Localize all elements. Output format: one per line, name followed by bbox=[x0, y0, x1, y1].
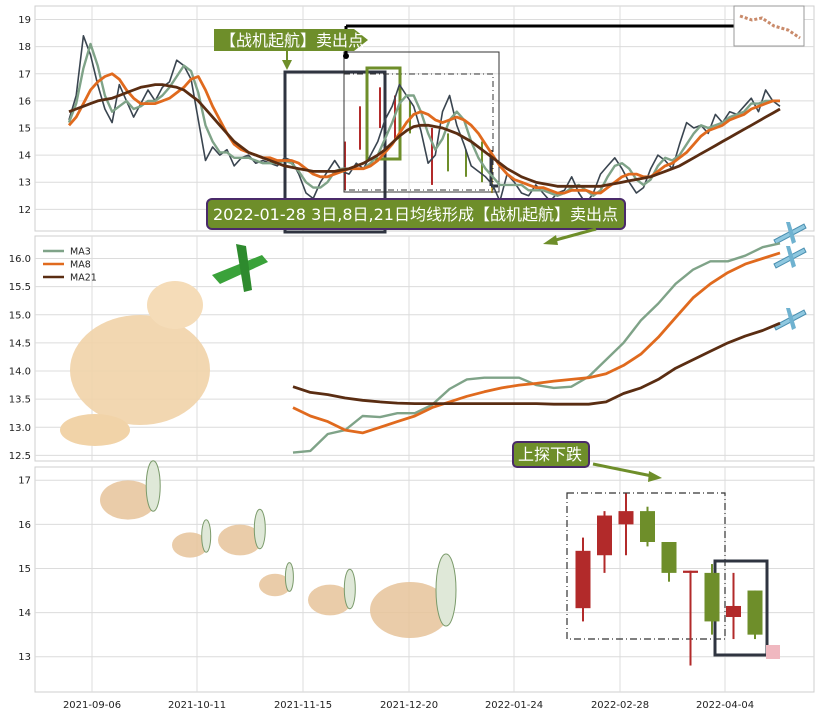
highlight-box-dashdot bbox=[343, 73, 494, 191]
legend: MA3 MA8 MA21 bbox=[43, 247, 97, 284]
propeller-illustration bbox=[201, 519, 212, 553]
x-tick-label: 2021-10-11 bbox=[168, 700, 226, 711]
y-tick-label: 14.0 bbox=[9, 367, 31, 378]
dog-illustration bbox=[370, 582, 450, 638]
thumbnail-frame bbox=[733, 5, 805, 47]
x-tick-label: 2022-01-24 bbox=[485, 700, 543, 711]
y-tick-label: 17 bbox=[18, 69, 31, 80]
y-tick-label: 12.5 bbox=[9, 451, 31, 462]
candle-body bbox=[747, 590, 763, 635]
dog-illustration bbox=[70, 315, 210, 425]
propeller-illustration bbox=[343, 568, 356, 610]
series-line-ma21 bbox=[68, 83, 781, 188]
sell-label-box bbox=[214, 29, 368, 51]
y-tick-label: 14.5 bbox=[9, 338, 31, 349]
y-tick-label: 12 bbox=[18, 205, 31, 216]
x-tick-label: 2021-11-15 bbox=[274, 700, 332, 711]
y-tick-label: 16 bbox=[18, 96, 31, 107]
y-tick-label: 13.5 bbox=[9, 395, 31, 406]
legend-label: MA8 bbox=[70, 260, 91, 271]
y-tick-label: 16 bbox=[18, 520, 31, 531]
y-tick-label: 14 bbox=[18, 608, 31, 619]
series-line-ma3 bbox=[292, 242, 781, 454]
pink-marker bbox=[766, 645, 780, 659]
candle-label-text: 上探下跌 bbox=[518, 445, 582, 464]
dog-illustration bbox=[172, 532, 208, 558]
series-line-price bbox=[68, 34, 781, 205]
candle-body bbox=[683, 570, 698, 573]
candle-label-box bbox=[512, 441, 590, 468]
y-tick-label: 15 bbox=[18, 564, 31, 575]
candle-body bbox=[640, 511, 655, 542]
series-line-ma21 bbox=[292, 321, 781, 406]
y-tick-label: 17 bbox=[18, 476, 31, 487]
x-tick-label: 2022-02-28 bbox=[591, 700, 649, 711]
signal-label-box bbox=[206, 198, 626, 230]
airplane-icon bbox=[786, 308, 796, 330]
toy-plane-illustration bbox=[212, 255, 268, 284]
dog-illustration bbox=[308, 584, 352, 616]
candle-body bbox=[597, 515, 612, 556]
y-tick-label: 19 bbox=[18, 15, 31, 26]
legend-label: MA3 bbox=[70, 247, 91, 258]
candle-arrow-head bbox=[648, 471, 662, 482]
y-tick-label: 18 bbox=[18, 42, 31, 53]
candle-body bbox=[661, 542, 677, 573]
x-tick-label: 2021-12-20 bbox=[380, 700, 438, 711]
x-tick-label: 2021-09-06 bbox=[63, 700, 121, 711]
airplane-icon bbox=[786, 222, 796, 244]
y-tick-label: 13.0 bbox=[9, 423, 31, 434]
y-tick-label: 16.0 bbox=[9, 254, 31, 265]
signal-arrow-head bbox=[543, 235, 558, 245]
sell-label-text: 【战机起航】卖出点 bbox=[220, 31, 364, 50]
top-panel bbox=[34, 5, 815, 232]
dog-illustration bbox=[218, 524, 262, 556]
y-tick-label: 15.5 bbox=[9, 282, 31, 293]
signal-label-text: 2022-01-28 3日,8日,21日均线形成【战机起航】卖出点 bbox=[213, 205, 618, 224]
candle-body bbox=[618, 511, 634, 525]
y-tick-label: 13 bbox=[18, 178, 31, 189]
dog-illustration bbox=[100, 480, 156, 520]
range-dot bbox=[343, 53, 349, 59]
propeller-illustration bbox=[435, 553, 457, 627]
toy-plane-illustration bbox=[236, 244, 252, 292]
candle-body bbox=[704, 572, 720, 622]
series-line-ma8 bbox=[292, 251, 781, 435]
y-tick-label: 15.0 bbox=[9, 310, 31, 321]
candle-body bbox=[726, 605, 741, 617]
candle-box-dashdot bbox=[566, 492, 726, 640]
highlight-box-green bbox=[365, 66, 402, 161]
airplane-icon bbox=[786, 246, 796, 268]
series-line-ma3 bbox=[67, 42, 780, 198]
bottom-panel bbox=[34, 466, 815, 693]
propeller-illustration bbox=[253, 508, 266, 550]
candle-body bbox=[575, 550, 591, 609]
y-tick-label: 14 bbox=[18, 151, 31, 162]
y-tick-label: 15 bbox=[18, 123, 31, 134]
x-tick-label: 2022-04-04 bbox=[696, 700, 754, 711]
y-tick-label: 13 bbox=[18, 652, 31, 663]
thumbnail-dogs bbox=[739, 14, 801, 40]
signal-arrow-shaft bbox=[551, 227, 597, 243]
legend-label: MA21 bbox=[70, 273, 97, 284]
dog-illustration bbox=[147, 281, 203, 329]
dog-illustration bbox=[259, 573, 291, 597]
propeller-illustration bbox=[145, 460, 161, 512]
propeller-illustration bbox=[284, 562, 294, 592]
dog-illustration bbox=[60, 414, 130, 446]
candle-arrow-shaft bbox=[592, 462, 653, 478]
series-line-ma8 bbox=[67, 72, 780, 195]
sell-arrow-head bbox=[282, 60, 292, 70]
